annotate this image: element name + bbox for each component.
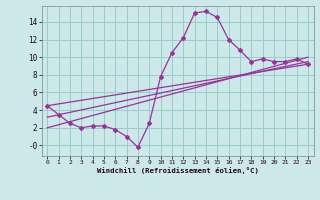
X-axis label: Windchill (Refroidissement éolien,°C): Windchill (Refroidissement éolien,°C) [97,167,259,174]
